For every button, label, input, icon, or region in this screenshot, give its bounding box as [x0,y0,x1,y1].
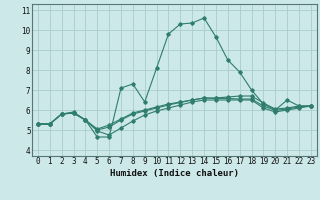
X-axis label: Humidex (Indice chaleur): Humidex (Indice chaleur) [110,169,239,178]
